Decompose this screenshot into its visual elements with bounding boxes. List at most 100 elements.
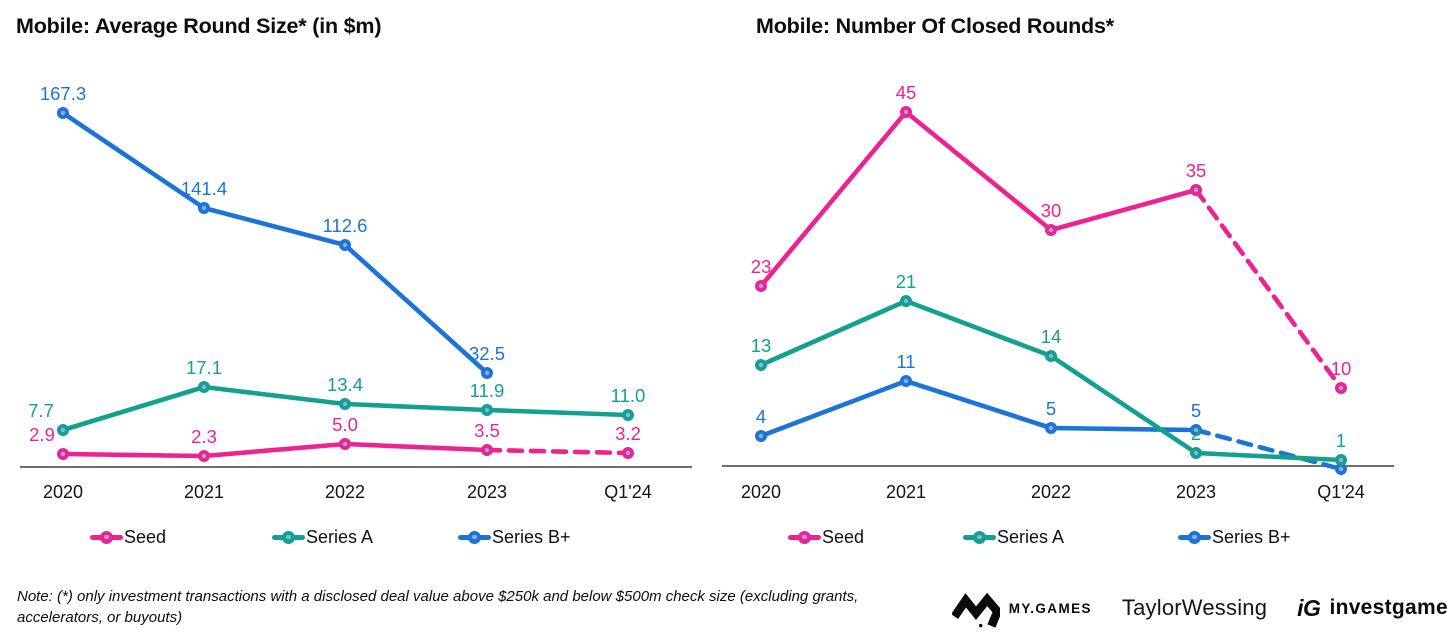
seed-line xyxy=(60,441,490,459)
taylor-wessing-logo: TaylorWessing xyxy=(1122,595,1267,621)
seed-legend-marker-icon xyxy=(788,530,821,544)
legend-item-series-a: Series A xyxy=(963,527,1064,547)
x-tick-label: 2022 xyxy=(325,482,365,502)
seed-value-label: 2.9 xyxy=(29,424,55,445)
marker-center-dot xyxy=(1048,227,1054,233)
marker-center-dot xyxy=(1338,457,1344,463)
series-b-value-label: 32.5 xyxy=(469,343,505,364)
series-a-value-label: 13 xyxy=(751,335,772,356)
investgame-logo-text: investgame xyxy=(1329,596,1448,619)
series-b-legend-marker-icon xyxy=(1178,530,1211,544)
x-tick-label: 2023 xyxy=(467,482,507,502)
series-b-line xyxy=(60,110,490,376)
series-a-value-label: 21 xyxy=(896,271,917,292)
marker-center-dot xyxy=(625,412,631,418)
seed-value-label: 3.2 xyxy=(615,423,641,444)
x-tick-label: Q1'24 xyxy=(1317,482,1364,502)
seed-value-label: 2.3 xyxy=(191,426,217,447)
seed-value-label: 5.0 xyxy=(332,414,358,435)
investgame-logo-icon: iG xyxy=(1297,594,1321,621)
seed-value-label: 10 xyxy=(1331,358,1352,379)
series-b-value-label: 11 xyxy=(896,351,915,372)
seed-value-label: 45 xyxy=(896,82,917,103)
marker-center-dot xyxy=(1193,450,1199,456)
marker-center-dot xyxy=(903,378,909,384)
x-tick-label: 2023 xyxy=(1176,482,1216,502)
series-a-line xyxy=(758,298,1344,463)
marker-center-dot xyxy=(903,109,909,115)
series-b-legend-marker-icon xyxy=(458,530,491,544)
legend-label: Series A xyxy=(997,526,1065,547)
x-tick-label: 2021 xyxy=(886,482,926,502)
marker-center-dot xyxy=(60,451,66,457)
x-tick-label: 2020 xyxy=(43,482,83,502)
seed-value-label: 30 xyxy=(1041,200,1062,221)
series-a-value-label: 11.0 xyxy=(611,385,646,406)
marker-center-dot xyxy=(484,447,490,453)
seed-line-dashed xyxy=(1193,187,1344,391)
marker-center-dot xyxy=(342,242,348,248)
series-a-value-label: 11.9 xyxy=(470,380,505,401)
marker-center-dot xyxy=(60,427,66,433)
legend-item-series-b: Series B+ xyxy=(1178,527,1291,547)
series-a-legend-marker-icon xyxy=(963,530,996,544)
investgame-logo: iG investgame xyxy=(1297,595,1448,622)
marker-center-dot xyxy=(1193,427,1199,433)
series-b-line xyxy=(758,378,1199,439)
series-b-value-label: 5 xyxy=(1046,398,1056,419)
legend-item-seed: Seed xyxy=(788,527,864,547)
left-chart-title: Mobile: Average Round Size* (in $m) xyxy=(16,14,382,38)
series-a-legend-marker-icon xyxy=(272,530,305,544)
marker-center-dot xyxy=(201,453,207,459)
series-a-value-label: 2 xyxy=(1191,423,1201,444)
legend-label: Series B+ xyxy=(1212,526,1291,547)
right-chart-title: Mobile: Number Of Closed Rounds* xyxy=(756,14,1114,38)
legend-label: Series A xyxy=(306,526,374,547)
my-games-logo: MY.GAMES xyxy=(951,587,1092,629)
marker-center-dot xyxy=(201,205,207,211)
series-b-value-label: 4 xyxy=(756,406,766,427)
partner-logos: MY.GAMES TaylorWessing iG investgame xyxy=(951,585,1448,631)
marker-center-dot xyxy=(758,433,764,439)
series-b-value-label: 141.4 xyxy=(181,178,227,199)
footnote: Note: (*) only investment transactions w… xyxy=(17,588,859,626)
seed-line-dashed xyxy=(484,447,631,456)
marker-center-dot xyxy=(60,110,66,116)
seed-legend-marker-icon xyxy=(90,530,123,544)
marker-center-dot xyxy=(1048,353,1054,359)
series-a-value-label: 14 xyxy=(1041,326,1062,347)
series-a-value-label: 13.4 xyxy=(327,374,363,395)
my-games-logo-text: MY.GAMES xyxy=(1008,600,1092,616)
legend-item-seed: Seed xyxy=(90,527,166,547)
marker-center-dot xyxy=(625,450,631,456)
x-tick-label: 2021 xyxy=(184,482,224,502)
seed-value-label: 35 xyxy=(1186,160,1207,181)
marker-center-dot xyxy=(758,362,764,368)
taylor-wessing-logo-text: TaylorWessing xyxy=(1121,595,1268,620)
legend-item-series-b: Series B+ xyxy=(458,527,571,547)
series-a-value-label: 17.1 xyxy=(186,357,222,378)
marker-center-dot xyxy=(1048,425,1054,431)
legend-item-series-a: Series A xyxy=(272,527,373,547)
marker-center-dot xyxy=(342,401,348,407)
series-b-line-dashed xyxy=(1193,427,1344,472)
x-tick-label: 2020 xyxy=(741,482,781,502)
seed-line xyxy=(758,109,1199,289)
marker-center-dot xyxy=(1338,466,1344,472)
series-a-value-label: 1 xyxy=(1336,430,1346,451)
marker-center-dot xyxy=(1338,385,1344,391)
series-b-value-label: 167.3 xyxy=(40,83,86,104)
marker-center-dot xyxy=(903,298,909,304)
line-charts: 2020 2021 2022 2023 Q1'24 167.3 141.4 112.6 32.5… xyxy=(20,82,1394,502)
seed-value-label: 3.5 xyxy=(474,420,500,441)
seed-value-label: 23 xyxy=(751,256,772,277)
marker-center-dot xyxy=(484,370,490,376)
legend-label: Series B+ xyxy=(492,526,571,547)
marker-center-dot xyxy=(758,283,764,289)
series-b-value-label: 5 xyxy=(1191,400,1201,421)
my-games-logo-icon xyxy=(951,592,1000,628)
series-b-value-label: 112.6 xyxy=(323,215,368,236)
marker-center-dot xyxy=(484,407,490,413)
legend-label: Seed xyxy=(124,526,167,547)
